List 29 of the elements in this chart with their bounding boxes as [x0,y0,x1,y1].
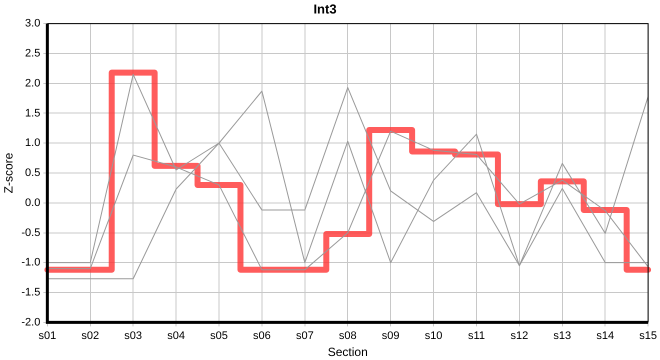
y-tick-label: 1.5 [25,107,40,120]
x-tick-label: s01 [38,330,56,342]
y-tick-label: -2.0 [21,316,40,328]
y-tick-label: -1.5 [21,286,40,299]
x-tick-label: s13 [553,330,572,342]
y-tick-label: 2.0 [25,77,40,90]
y-tick-label: -1.0 [21,256,40,269]
x-tick-label: s03 [124,330,142,342]
x-axis-title: Section [328,345,368,360]
y-axis-title: Z-score [2,152,16,194]
x-tick-label: s10 [424,330,442,342]
x-tick-label: s06 [253,330,271,342]
x-tick-label: s12 [510,330,528,342]
y-tick-label: -0.5 [21,226,40,239]
chart-title: Int3 [313,1,337,16]
x-tick-label: s02 [81,330,100,342]
y-tick-label: 0.5 [25,167,40,180]
x-tick-label: s04 [167,330,185,342]
x-tick-label: s11 [468,330,485,342]
y-tick-label: 3.0 [25,18,40,30]
x-tick-label: s08 [338,330,357,342]
y-tick-label: 1.0 [25,137,40,150]
x-tick-label: s09 [382,330,400,342]
x-tick-label: s05 [210,330,228,342]
y-tick-label: 2.5 [25,48,40,60]
y-tick-label: 0.0 [25,196,40,209]
x-tick-label: s15 [639,330,658,342]
x-tick-label: s07 [296,330,314,342]
x-tick-label: s14 [596,330,614,342]
